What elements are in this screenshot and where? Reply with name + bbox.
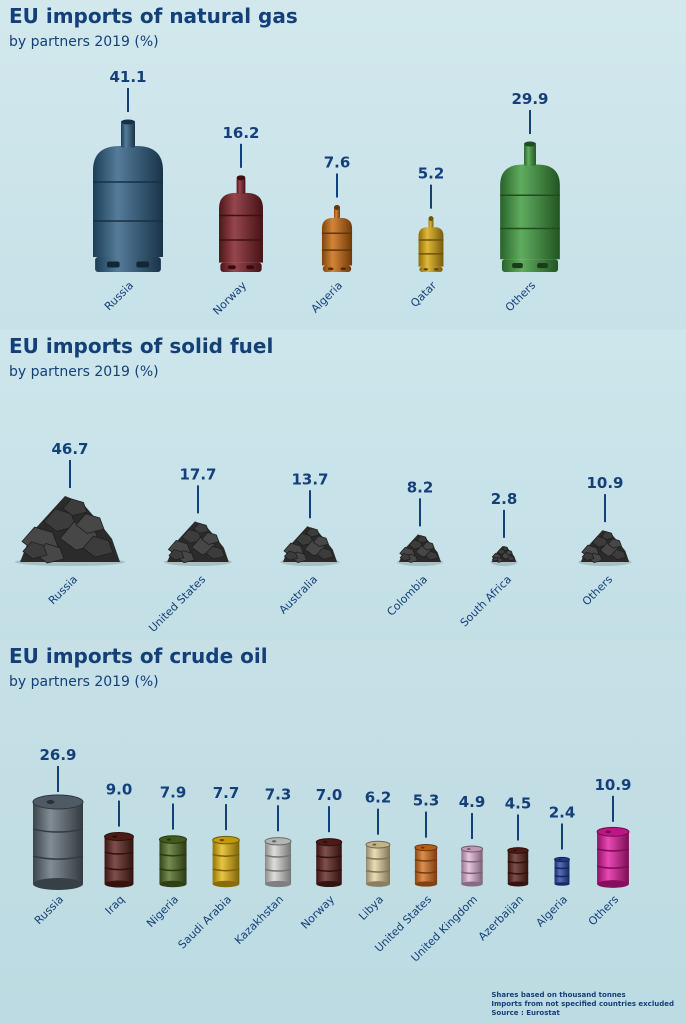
oil-category-kazakhstan: Kazakhstan [232, 893, 286, 947]
coal-pile-russia [15, 496, 125, 566]
coal-chart-title: EU imports of solid fuel [9, 334, 274, 358]
footnote-units: Shares based on thousand tonnes [491, 991, 626, 999]
coal-value-colombia: 8.2 [407, 478, 434, 496]
gas-cylinder-russia [93, 119, 163, 272]
oil-value-libya: 6.2 [365, 789, 392, 807]
gas-chart-subtitle: by partners 2019 (%) [9, 34, 159, 50]
oil-value-united-states: 5.3 [413, 792, 440, 810]
oil-value-norway: 7.0 [316, 786, 343, 804]
oil-value-nigeria: 7.9 [160, 784, 187, 802]
coal-pile-south-africa [490, 545, 518, 566]
coal-value-russia: 46.7 [51, 440, 88, 458]
gas-value-russia: 41.1 [109, 68, 146, 86]
gas-value-qatar: 5.2 [418, 165, 445, 183]
gas-chart-title: EU imports of natural gas [9, 4, 298, 28]
gas-cylinder-norway [219, 175, 263, 272]
oil-category-others: Others [586, 893, 622, 929]
oil-value-iraq: 9.0 [106, 781, 133, 799]
footnote-source: Source : Eurostat [491, 1009, 560, 1017]
oil-chart-title: EU imports of crude oil [9, 644, 268, 668]
coal-pile-colombia [396, 534, 444, 566]
oil-barrel-nigeria [158, 835, 188, 888]
coal-value-united-states: 17.7 [179, 465, 216, 483]
oil-value-russia: 26.9 [39, 746, 76, 764]
oil-value-kazakhstan: 7.3 [265, 785, 292, 803]
gas-category-algeria: Algeria [309, 279, 346, 316]
oil-barrel-azerbaijan [507, 847, 529, 887]
crude-oil-panel: EU imports of crude oil by partners 2019… [0, 640, 686, 1024]
oil-value-united-kingdom: 4.9 [459, 793, 486, 811]
oil-barrel-saudi-arabia [212, 835, 240, 888]
oil-value-algeria: 2.4 [549, 804, 576, 822]
oil-barrel-kazakhstan [264, 837, 292, 888]
oil-barrel-libya [365, 840, 391, 887]
oil-category-azerbaijan: Azerbaijan [476, 893, 526, 943]
oil-barrel-united-kingdom [460, 845, 484, 887]
gas-value-others: 29.9 [511, 90, 548, 108]
solid-fuel-panel: EU imports of solid fuel by partners 201… [0, 330, 686, 640]
oil-barrel-iraq [104, 832, 134, 888]
coal-pile-australia [280, 526, 340, 566]
oil-chart: 26.9 Russia 9.0 Iraq 7.9 Nigeria 7.7 Saudi Arab… [32, 746, 632, 965]
oil-barrel-others [596, 826, 630, 888]
gas-category-russia: Russia [102, 279, 136, 313]
coal-value-australia: 13.7 [291, 470, 328, 488]
coal-chart-subtitle: by partners 2019 (%) [9, 364, 159, 380]
coal-value-south-africa: 2.8 [491, 490, 518, 508]
oil-category-nigeria: Nigeria [144, 893, 181, 930]
oil-category-saudi-arabia: Saudi Arabia [176, 893, 235, 952]
footnotes: Shares based on thousand tonnes Imports … [491, 991, 674, 1018]
coal-value-others: 10.9 [586, 474, 623, 492]
natural-gas-panel: EU imports of natural gas by partners 20… [0, 0, 686, 330]
oil-category-algeria: Algeria [534, 893, 571, 930]
gas-value-norway: 16.2 [222, 124, 259, 142]
gas-cylinder-others [500, 141, 560, 272]
coal-pile-united-states [164, 521, 232, 566]
coal-category-russia: Russia [46, 573, 80, 607]
oil-barrel-norway [315, 838, 343, 888]
oil-barrel-russia [32, 794, 84, 890]
oil-barrel-algeria [554, 856, 570, 886]
coal-category-australia: Australia [277, 573, 321, 617]
gas-category-others: Others [503, 279, 539, 315]
coal-category-colombia: Colombia [384, 573, 430, 619]
gas-value-algeria: 7.6 [324, 153, 351, 171]
gas-category-norway: Norway [210, 279, 249, 318]
footnote-excluded: Imports from not specified countries exc… [491, 1000, 674, 1008]
coal-pile-others [578, 530, 632, 566]
coal-category-south-africa: South Africa [458, 573, 514, 629]
oil-category-libya: Libya [356, 893, 386, 923]
oil-chart-subtitle: by partners 2019 (%) [9, 674, 159, 690]
oil-value-saudi-arabia: 7.7 [213, 784, 240, 802]
gas-cylinder-algeria [321, 204, 353, 272]
oil-category-norway: Norway [298, 893, 337, 932]
coal-chart: 46.7 Russia 17.7 United States 13.7 Australia… [15, 440, 632, 635]
coal-category-others: Others [580, 573, 616, 609]
gas-cylinder-qatar [418, 216, 444, 272]
gas-chart: 41.1 Russia 16.2 Norway 7.6 Algeria 5.2 Qatar 29… [93, 68, 560, 318]
gas-category-qatar: Qatar [408, 279, 439, 310]
oil-value-others: 10.9 [594, 776, 631, 794]
oil-category-iraq: Iraq [103, 893, 127, 917]
oil-value-azerbaijan: 4.5 [505, 794, 532, 812]
oil-barrel-united-states [414, 843, 438, 887]
coal-category-united-states: United States [146, 573, 208, 635]
oil-category-russia: Russia [32, 893, 66, 927]
